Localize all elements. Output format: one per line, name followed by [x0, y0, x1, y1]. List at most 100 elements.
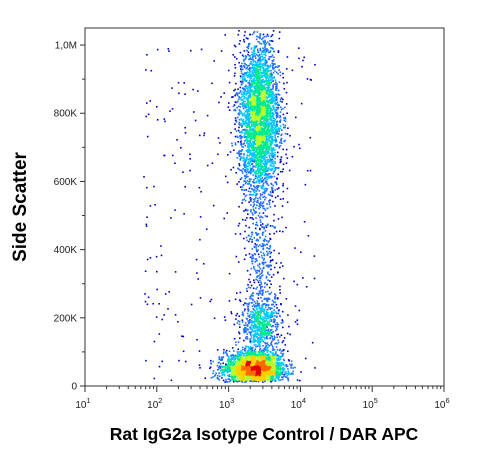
data-point [282, 369, 285, 372]
data-point [254, 304, 257, 307]
data-point [257, 337, 260, 339]
data-point [281, 205, 284, 207]
data-point [252, 361, 255, 363]
data-point [231, 368, 234, 371]
data-point [278, 147, 280, 149]
data-point [263, 311, 265, 314]
data-point [281, 371, 284, 374]
data-point [278, 94, 281, 96]
data-point [272, 357, 274, 359]
data-point [229, 369, 231, 371]
data-point [227, 357, 230, 359]
data-point [247, 367, 249, 370]
data-point [252, 367, 255, 369]
data-point [237, 116, 239, 119]
data-point [250, 380, 252, 382]
data-point [258, 182, 261, 184]
data-point [262, 340, 265, 343]
data-point [277, 128, 279, 130]
data-point [288, 372, 290, 374]
data-point [270, 369, 272, 372]
data-point [259, 309, 262, 312]
data-point [236, 363, 238, 365]
data-point [242, 372, 245, 375]
data-point [263, 336, 265, 339]
data-point [276, 372, 278, 375]
data-point [231, 378, 233, 381]
data-point [252, 101, 254, 103]
data-point [278, 349, 281, 352]
data-point [252, 330, 255, 333]
data-point [267, 167, 270, 169]
data-point [251, 162, 254, 165]
data-point [264, 348, 266, 351]
data-point [265, 373, 268, 376]
data-point [231, 373, 233, 376]
data-point [269, 368, 271, 371]
data-point [262, 57, 264, 59]
data-point [242, 313, 244, 315]
data-point [276, 359, 279, 361]
data-point [257, 362, 260, 364]
data-point [249, 339, 252, 342]
data-point [276, 167, 279, 169]
data-point [269, 323, 272, 326]
data-point [263, 349, 265, 352]
data-point [254, 348, 256, 350]
data-point [244, 195, 247, 198]
data-point [256, 370, 259, 372]
data-point [249, 138, 252, 140]
data-point [228, 350, 231, 353]
data-point [250, 335, 253, 337]
data-point [228, 374, 231, 376]
data-point [251, 377, 253, 380]
data-point [244, 88, 246, 91]
data-point [258, 365, 261, 368]
data-point [255, 354, 257, 356]
data-point [258, 284, 261, 286]
data-point [253, 377, 256, 380]
data-point [273, 354, 276, 356]
data-point [277, 297, 279, 299]
data-point [260, 334, 263, 337]
data-point [237, 376, 240, 379]
data-point [277, 365, 280, 367]
data-point [250, 377, 253, 380]
data-point [269, 324, 272, 327]
data-point [251, 317, 254, 319]
data-point [265, 170, 267, 173]
data-point [261, 310, 263, 312]
data-point [253, 107, 255, 110]
data-point [252, 355, 254, 357]
data-point [277, 354, 279, 356]
data-point [259, 116, 261, 118]
data-point [271, 359, 274, 361]
data-point [271, 161, 273, 163]
data-point [246, 324, 249, 326]
data-point [243, 90, 246, 93]
data-point [263, 371, 265, 374]
data-point [280, 379, 282, 381]
data-point [241, 376, 243, 379]
data-point [232, 379, 235, 382]
data-point [276, 307, 278, 309]
data-point [273, 359, 276, 361]
data-point [248, 369, 250, 372]
data-point [256, 374, 258, 376]
data-point [272, 99, 274, 101]
data-point [258, 305, 260, 307]
data-point [277, 312, 279, 315]
data-point [236, 106, 238, 109]
data-point [234, 373, 236, 376]
data-point [261, 136, 263, 139]
data-point [254, 338, 256, 341]
data-point [276, 101, 279, 104]
data-point [261, 362, 263, 364]
data-point [255, 288, 257, 290]
data-point [238, 374, 241, 377]
data-point [233, 364, 235, 366]
data-point [271, 142, 273, 144]
data-point [267, 328, 270, 331]
data-point [258, 59, 260, 61]
data-point [261, 193, 264, 196]
